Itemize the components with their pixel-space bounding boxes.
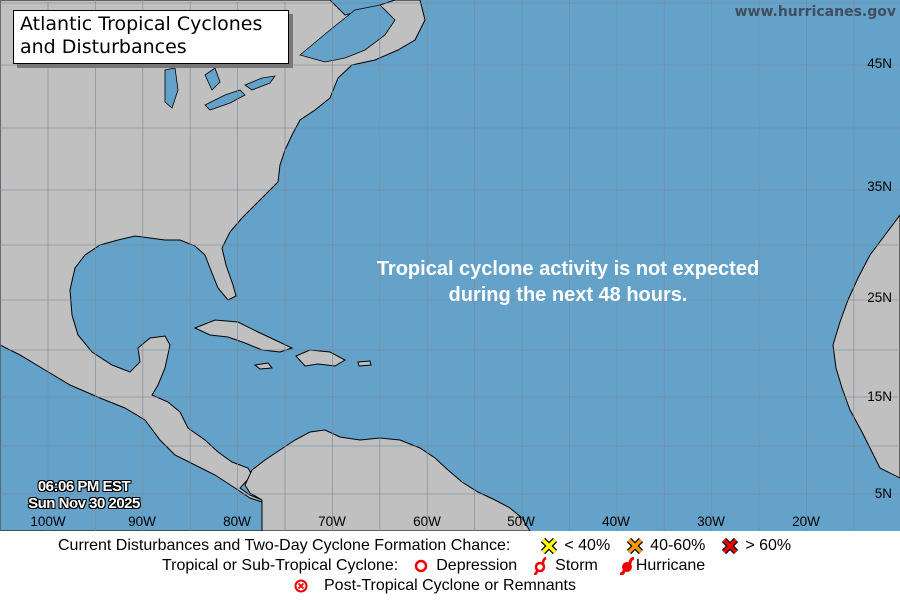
legend-row-post-tropical: Post-Tropical Cyclone or Remnants xyxy=(292,577,576,595)
depression-icon xyxy=(414,559,428,573)
land-south-america xyxy=(244,429,531,531)
land-africa xyxy=(832,214,900,479)
post-tropical-label: Post-Tropical Cyclone or Remnants xyxy=(324,577,576,594)
x-orange-icon xyxy=(627,537,644,555)
great-lakes xyxy=(164,67,276,111)
lat-label: 5N xyxy=(874,486,892,501)
message-line-2: during the next 48 hours. xyxy=(448,284,688,306)
outlook-message: Tropical cyclone activity is not expecte… xyxy=(330,256,806,308)
lon-label: 30W xyxy=(697,514,725,529)
lon-label: 100W xyxy=(30,514,66,529)
title-line-2: and Disturbances xyxy=(20,36,187,58)
lat-label: 35N xyxy=(867,179,892,194)
storm-icon xyxy=(534,557,547,575)
lon-label: 80W xyxy=(223,514,251,529)
low-chance-label: < 40% xyxy=(564,537,611,554)
timestamp-time: 06:06 PM EST xyxy=(37,478,131,495)
gulf-of-st-lawrence xyxy=(299,4,396,63)
title-line-1: Atlantic Tropical Cyclones xyxy=(20,13,263,35)
lon-label: 40W xyxy=(602,514,630,529)
lon-label: 50W xyxy=(507,514,535,529)
website-link[interactable]: www.hurricanes.gov xyxy=(734,4,896,20)
legend: Current Disturbances and Two-Day Cyclone… xyxy=(0,531,900,601)
x-yellow-icon xyxy=(541,537,558,555)
lon-label: 90W xyxy=(128,514,156,529)
legend-row-cyclone: Tropical or Sub-Tropical Cyclone: Depres… xyxy=(162,557,705,575)
lat-label: 15N xyxy=(867,389,892,404)
lon-label: 70W xyxy=(318,514,346,529)
lon-label: 60W xyxy=(413,514,441,529)
map xyxy=(0,0,900,531)
timestamp-date: Sun Nov 30 2025 xyxy=(28,495,140,512)
map-title: Atlantic Tropical Cyclones and Disturban… xyxy=(13,10,289,64)
formation-label: Current Disturbances and Two-Day Cyclone… xyxy=(58,537,511,554)
graticule xyxy=(0,0,900,531)
legend-row-formation: Current Disturbances and Two-Day Cyclone… xyxy=(58,537,791,555)
hurricane-label: Hurricane xyxy=(635,557,706,574)
medium-chance-label: 40-60% xyxy=(650,537,706,554)
timestamp: 06:06 PM EST Sun Nov 30 2025 xyxy=(14,478,154,512)
lat-label: 25N xyxy=(867,290,892,305)
land-jamaica xyxy=(253,362,273,370)
post-tropical-icon xyxy=(294,579,308,593)
land-north-america xyxy=(0,0,426,531)
lon-label: 20W xyxy=(792,514,820,529)
cyclone-label: Tropical or Sub-Tropical Cyclone: xyxy=(162,557,399,574)
message-line-1: Tropical cyclone activity is not expecte… xyxy=(376,258,760,280)
high-chance-label: > 60% xyxy=(745,537,792,554)
land-puerto-rico xyxy=(357,360,372,367)
lat-label: 45N xyxy=(867,56,892,71)
storm-label: Storm xyxy=(555,557,598,574)
x-red-icon xyxy=(722,537,739,555)
depression-label: Depression xyxy=(436,557,518,574)
hurricane-icon xyxy=(619,557,635,575)
